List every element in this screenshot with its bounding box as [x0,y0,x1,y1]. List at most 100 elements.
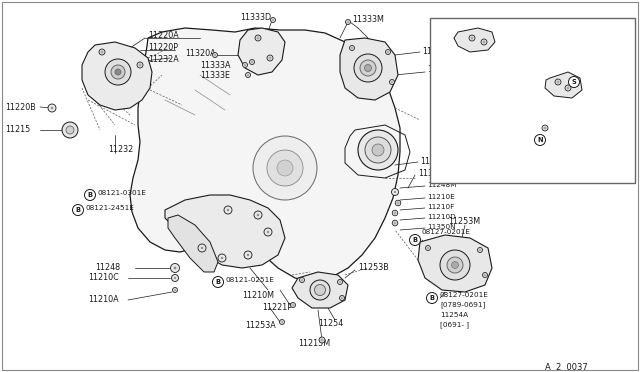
Polygon shape [292,272,348,308]
Circle shape [542,125,548,131]
Circle shape [281,321,283,323]
Circle shape [269,57,271,59]
Text: 11232A: 11232A [148,55,179,64]
Circle shape [221,257,223,259]
Text: 11253B: 11253B [358,263,388,273]
Circle shape [396,200,401,206]
Bar [430,18,635,183]
Circle shape [300,278,305,282]
Circle shape [483,273,488,278]
Polygon shape [418,235,492,292]
Text: 11350B: 11350B [418,169,449,177]
Circle shape [385,49,390,55]
Text: 11210D: 11210D [427,214,456,220]
Circle shape [243,62,248,67]
Circle shape [471,37,473,39]
Text: [0789-0691]: [0789-0691] [440,302,485,308]
Circle shape [392,210,398,216]
Circle shape [346,19,351,25]
Text: 11253M: 11253M [448,218,480,227]
Circle shape [271,17,275,22]
Circle shape [198,244,206,252]
Circle shape [172,275,179,282]
Text: 11320D: 11320D [427,65,458,74]
Text: 11375: 11375 [455,20,480,29]
Circle shape [394,191,396,193]
Circle shape [410,234,420,246]
Circle shape [477,247,483,253]
Circle shape [479,249,481,251]
Polygon shape [165,195,285,268]
Circle shape [387,51,389,53]
Circle shape [173,288,177,292]
Circle shape [72,205,83,215]
Circle shape [339,295,344,301]
Text: 11210C: 11210C [88,273,119,282]
Circle shape [267,150,303,186]
Circle shape [250,60,255,64]
Text: 11210M: 11210M [242,291,274,299]
Circle shape [280,320,285,324]
Circle shape [568,77,579,87]
Text: 08121-0251E: 08121-0251E [226,277,275,283]
Text: 11375: 11375 [502,122,527,131]
Circle shape [137,62,143,68]
Text: 11232: 11232 [108,145,133,154]
Circle shape [341,297,343,299]
Circle shape [264,228,272,236]
Circle shape [66,126,74,134]
Circle shape [392,189,399,196]
Text: 08121-0301E: 08121-0301E [97,190,146,196]
Circle shape [337,279,342,285]
Circle shape [291,302,296,308]
Circle shape [301,279,303,281]
Circle shape [84,189,95,201]
Circle shape [347,21,349,23]
Circle shape [227,209,229,211]
Text: 11220P: 11220P [148,44,178,52]
Text: 11254A: 11254A [440,312,468,318]
Text: 11248: 11248 [95,263,120,272]
Circle shape [567,87,569,89]
Circle shape [257,214,259,216]
Circle shape [354,54,382,82]
Circle shape [372,144,384,156]
Circle shape [481,39,487,45]
Polygon shape [82,42,152,110]
Circle shape [247,74,249,76]
Text: 11350N: 11350N [427,224,456,230]
Circle shape [246,73,250,77]
Circle shape [48,104,56,112]
Circle shape [174,277,176,279]
Circle shape [212,276,223,288]
Circle shape [174,289,176,291]
Circle shape [358,130,398,170]
Text: 11253A: 11253A [245,321,276,330]
Circle shape [218,254,226,262]
Text: 11210E: 11210E [427,194,455,200]
Text: 08127-0201E: 08127-0201E [440,292,489,298]
Text: 11248M: 11248M [427,182,456,188]
Circle shape [426,246,431,250]
Circle shape [351,47,353,49]
Circle shape [321,339,323,341]
Circle shape [214,54,216,56]
Text: 11333M: 11333M [352,16,384,25]
Circle shape [201,247,203,249]
Circle shape [254,211,262,219]
Circle shape [257,37,259,39]
Circle shape [314,285,326,295]
Text: S: S [572,79,577,85]
Text: 08121-2451E: 08121-2451E [85,205,134,211]
Circle shape [565,85,571,91]
Circle shape [170,263,179,273]
Circle shape [365,64,371,71]
Text: 11254: 11254 [318,320,343,328]
Text: 08918-1062A: 08918-1062A [548,137,597,143]
Polygon shape [130,28,400,282]
Text: 11210F: 11210F [427,204,454,210]
Circle shape [397,202,399,204]
Circle shape [391,81,393,83]
Circle shape [310,280,330,300]
Text: 11333E: 11333E [200,71,230,80]
